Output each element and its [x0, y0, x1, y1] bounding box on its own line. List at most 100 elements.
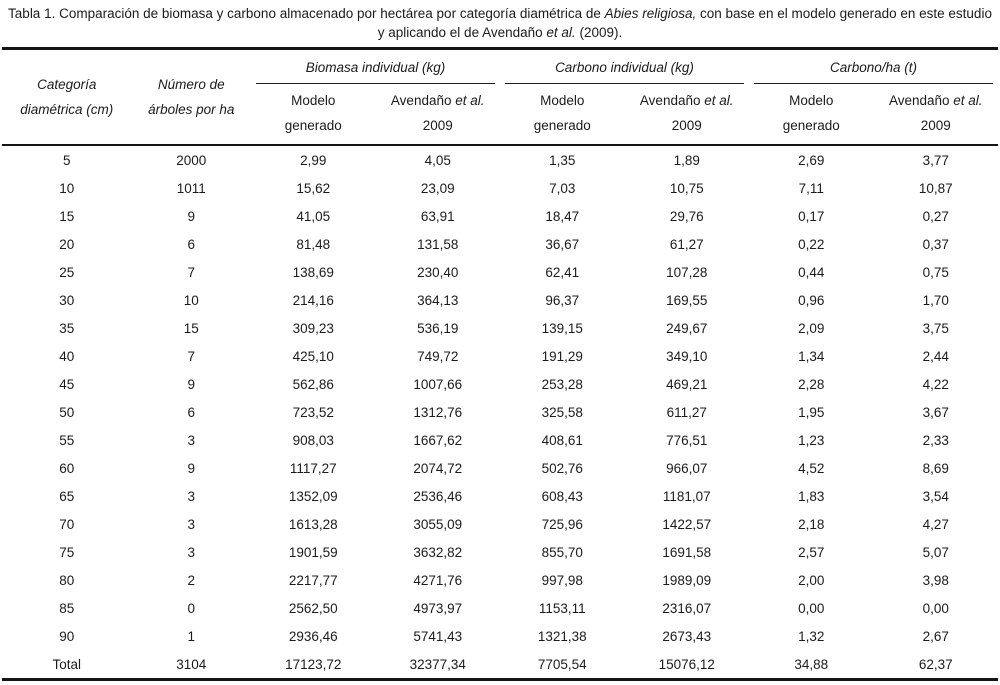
table-row: 40 7 425,10 749,72 191,29 349,10 1,34 2,44 [2, 342, 998, 370]
table-cell: 0 [187, 600, 195, 616]
table-cell: 2 [187, 572, 195, 588]
table-cell: 0,27 [922, 208, 949, 224]
table-cell: 10,87 [918, 180, 953, 196]
table-cell: 2217,77 [288, 572, 338, 588]
table-cell: 4271,76 [413, 572, 463, 588]
table-cell: 1153,11 [538, 600, 586, 616]
table-cell: 169,55 [666, 292, 708, 308]
table-row: 70 3 1613,28 3055,09 725,96 1422,57 2,18 4,27 [2, 510, 998, 538]
group-header-individual-carbon: Carbono individual (kg) [500, 49, 749, 84]
table-cell: 41,05 [296, 208, 331, 224]
table-row: 75 3 1901,59 3632,82 855,70 1691,58 2,57 5,07 [2, 538, 998, 566]
table-cell: 0,75 [922, 264, 949, 280]
subheader-carbonha-generated-model: Modelo generado [748, 84, 874, 146]
subheader-carbonha-avendano-2009: Avendaño et al. 2009 [873, 84, 998, 146]
caption-text: Tabla 1. Comparación de biomasa y carbon… [8, 6, 601, 21]
table-cell: 2074,72 [413, 460, 463, 476]
table-cell: 1352,09 [288, 488, 338, 504]
table-cell: 3104 [176, 656, 207, 672]
table-cell: 8,69 [922, 460, 949, 476]
table-body: 5 2000 2,99 4,05 1,35 1,89 2,69 3,77 10 1011 15,62… [2, 145, 998, 680]
table-cell: 2562,50 [288, 600, 338, 616]
table-cell: 63,91 [420, 208, 455, 224]
table-cell: 214,16 [292, 292, 334, 308]
table-cell: 249,67 [666, 320, 708, 336]
table-cell: 1989,09 [662, 572, 712, 588]
table-row: 50 6 723,52 1312,76 325,58 611,27 1,95 3,67 [2, 398, 998, 426]
table-cell: 408,61 [541, 432, 583, 448]
table-row: 25 7 138,69 230,40 62,41 107,28 0,44 0,75 [2, 258, 998, 286]
table-cell: 2000 [176, 152, 207, 168]
table-cell: 3 [187, 516, 195, 532]
table-cell: 1,83 [798, 488, 825, 504]
table-cell: 1 [187, 628, 195, 644]
table-cell: 3,77 [922, 152, 949, 168]
table-cell: 2,33 [922, 432, 949, 448]
table-cell: 2,69 [798, 152, 825, 168]
caption-text-2: con base en el modelo generado en este e… [377, 6, 992, 40]
table-row: 85 0 2562,50 4973,97 1153,11 2316,07 0,00 0,00 [2, 594, 998, 622]
table-cell: 50 [59, 404, 75, 420]
table-cell: 1,34 [798, 348, 825, 364]
subheader-carbon-generated-model: Modelo generado [499, 84, 625, 146]
table-cell: 3,67 [922, 404, 949, 420]
table-cell: 23,09 [420, 180, 455, 196]
table-cell: 20 [59, 236, 75, 252]
table-cell: 1,95 [798, 404, 825, 420]
table-cell: 1667,62 [413, 432, 463, 448]
table-cell: 2,67 [922, 628, 949, 644]
table-cell: 191,29 [541, 348, 583, 364]
table-cell: 62,41 [545, 264, 580, 280]
table-cell: 966,07 [666, 460, 708, 476]
table-cell: 608,43 [541, 488, 583, 504]
table-cell: 7705,54 [537, 656, 587, 672]
table-cell: 1117,27 [289, 460, 337, 476]
table-cell: 45 [59, 376, 75, 392]
table-cell: 9 [187, 208, 195, 224]
table-cell: 2,44 [922, 348, 949, 364]
table-cell: 776,51 [666, 432, 708, 448]
table-cell: 3 [187, 488, 195, 504]
column-header-diametric-category: Categoría diamétrica (cm) [2, 48, 132, 146]
table-cell: 7,03 [549, 180, 576, 196]
group-header-individual-biomass: Biomasa individual (kg) [251, 49, 500, 84]
table-cell: 61,27 [669, 236, 704, 252]
table-cell: 469,21 [666, 376, 708, 392]
table-cell: 6 [187, 404, 195, 420]
table-cell: 9 [187, 376, 195, 392]
table-cell: 80 [59, 572, 75, 588]
table-cell: 30 [59, 292, 75, 308]
table-cell: 4,27 [922, 516, 949, 532]
table-cell: 1,89 [673, 152, 700, 168]
table-cell: 2316,07 [662, 600, 712, 616]
table-cell: 908,03 [292, 432, 334, 448]
table-row: 15 9 41,05 63,91 18,47 29,76 0,17 0,27 [2, 202, 998, 230]
table-cell: 5741,43 [413, 628, 463, 644]
table-cell: 10 [183, 292, 199, 308]
table-cell: Total [52, 656, 81, 672]
table-cell: 1,32 [798, 628, 825, 644]
table-cell: 3,98 [922, 572, 949, 588]
table-cell: 81,48 [296, 236, 331, 252]
table-cell: 1,70 [922, 292, 949, 308]
subheader-biomass-avendano-2009: Avendaño et al. 2009 [375, 84, 500, 146]
subheader-carbon-avendano-2009: Avendaño et al. 2009 [624, 84, 749, 146]
table-cell: 2,18 [798, 516, 825, 532]
table-row: 55 3 908,03 1667,62 408,61 776,51 1,23 2,33 [2, 426, 998, 454]
table-cell: 4,52 [798, 460, 825, 476]
table-row-total: Total 3104 17123,72 32377,34 7705,54 15076,12… [2, 650, 998, 680]
table-cell: 7 [187, 348, 195, 364]
table-cell: 7 [187, 264, 195, 280]
table-cell: 4973,97 [413, 600, 463, 616]
table-cell: 1613,28 [288, 516, 338, 532]
table-cell: 10,75 [669, 180, 704, 196]
table-cell: 138,69 [292, 264, 334, 280]
table-cell: 0,22 [798, 236, 825, 252]
table-caption: Tabla 1. Comparación de biomasa y carbon… [0, 0, 1000, 47]
table-cell: 4,05 [424, 152, 451, 168]
table-cell: 502,76 [541, 460, 583, 476]
table-row: 65 3 1352,09 2536,46 608,43 1181,07 1,83 3,54 [2, 482, 998, 510]
table-cell: 3,75 [922, 320, 949, 336]
table-cell: 40 [59, 348, 75, 364]
